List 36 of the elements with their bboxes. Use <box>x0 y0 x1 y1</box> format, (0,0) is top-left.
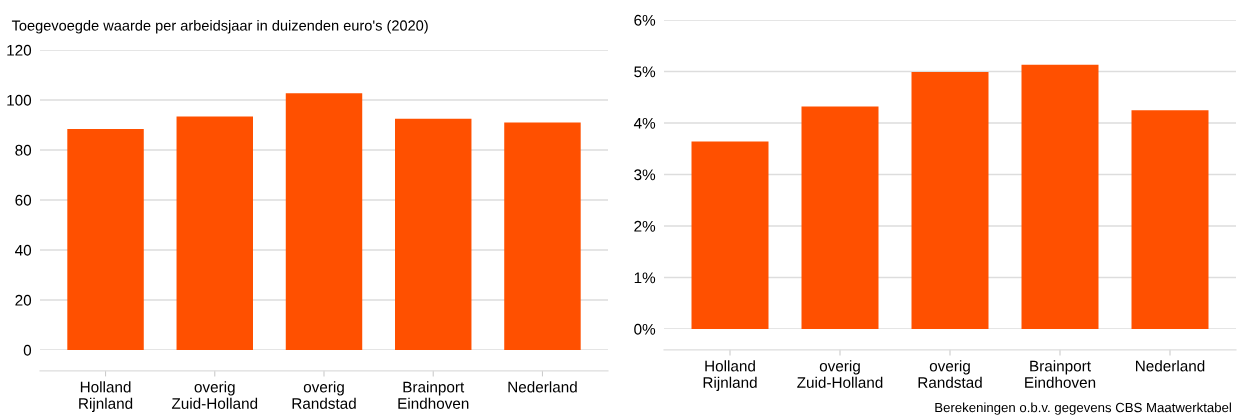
x-tick-label: Nederland <box>508 381 577 393</box>
y-tick-label: 60 <box>15 194 32 206</box>
text: Berekeningen o.b.v. gegevens CBS Maatwerktabel <box>935 402 1231 415</box>
x-tick-label: overig Randstad <box>918 360 982 388</box>
bar <box>504 122 581 350</box>
bar <box>911 72 989 329</box>
y-tick-label: 120 <box>7 44 32 56</box>
bar <box>67 129 144 350</box>
bar <box>176 116 253 350</box>
x-tick-label: overig Zuid-Holland <box>797 360 883 388</box>
y-tick-label: 20 <box>15 294 32 306</box>
x-tick-label: Holland Rijnland <box>79 381 133 412</box>
y-tick-label: 1% <box>634 272 656 284</box>
x-tick-label: Holland Rijnland <box>703 360 757 391</box>
x-tick-label: Nederland <box>1136 360 1205 372</box>
y-tick-label: 80 <box>15 144 32 156</box>
bar <box>285 93 363 350</box>
bar <box>395 118 472 350</box>
bar <box>691 141 769 329</box>
x-tick-label: Brainport Eindhoven <box>1025 360 1096 388</box>
bar <box>1021 64 1099 329</box>
y-tick-label: 100 <box>7 94 32 106</box>
y-tick-label: 3% <box>634 169 656 181</box>
x-tick-label: overig Zuid-Holland <box>171 381 258 409</box>
x-tick-label: overig Randstad <box>292 381 356 409</box>
y-tick-label: 5% <box>634 66 656 78</box>
y-tick-label: 4% <box>633 117 656 129</box>
bar <box>1131 110 1209 329</box>
x-tick-label: Brainport Eindhoven <box>398 381 469 409</box>
y-tick-label: 2% <box>634 220 656 232</box>
y-tick-label: 0% <box>634 323 656 335</box>
y-tick-label: 6% <box>634 14 656 26</box>
chart-title: Toegevoegde waarde per arbeidsjaar in duizenden euro's (2020) <box>11 19 428 34</box>
y-tick-label: 0 <box>23 344 32 356</box>
bar <box>801 106 879 329</box>
y-tick-label: 40 <box>15 244 32 256</box>
